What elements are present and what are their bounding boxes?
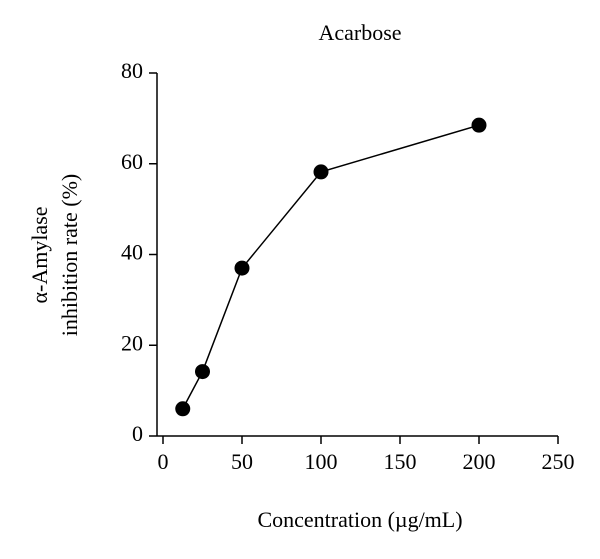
x-tick-label: 0 [158, 449, 169, 474]
y-tick-label: 60 [121, 149, 143, 174]
x-tick-label: 50 [231, 449, 253, 474]
series-line [182, 124, 480, 410]
chart-title: Acarbose [318, 20, 401, 45]
x-axis-label: Concentration (µg/mL) [257, 507, 462, 532]
y-axis-label: inhibition rate (%) [57, 174, 82, 337]
x-tick-label: 200 [463, 449, 496, 474]
y-tick-label: 0 [132, 421, 143, 446]
data-point [471, 117, 487, 133]
data-point [313, 164, 329, 180]
y-tick-label: 80 [121, 58, 143, 83]
y-tick-label: 20 [121, 330, 143, 355]
y-axis-label: α-Amylase [27, 206, 52, 303]
data-point [175, 401, 191, 417]
y-tick-label: 40 [121, 240, 143, 265]
data-point [234, 260, 250, 276]
x-tick-label: 100 [305, 449, 338, 474]
x-tick-label: 250 [542, 449, 575, 474]
x-tick-label: 150 [384, 449, 417, 474]
data-point [195, 364, 210, 380]
